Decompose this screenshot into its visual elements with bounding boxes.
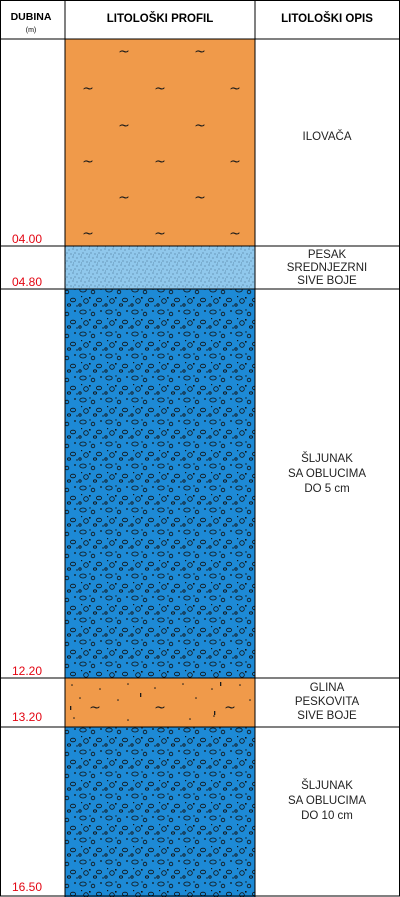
svg-text:~: ~ [229, 154, 241, 170]
svg-text:~: ~ [194, 190, 206, 206]
description-line: ŠLJUNAK [301, 452, 353, 465]
svg-text:~: ~ [82, 81, 94, 97]
svg-text:~: ~ [82, 154, 94, 170]
table-header: DUBINA (m) LITOLOŠKI PROFIL LITOLOŠKI OP… [11, 11, 374, 34]
layer-gravel-fill [65, 289, 255, 678]
depth-labels: 04.00 04.80 12.20 13.20 16.50 [12, 232, 42, 894]
svg-text:~: ~ [154, 81, 166, 97]
depth-label: 16.50 [12, 880, 42, 894]
depth-unit-label: (m) [26, 27, 37, 34]
svg-text:~: ~ [118, 118, 130, 134]
description-line: SIVE BOJE [297, 275, 357, 287]
svg-text:~: ~ [89, 700, 101, 716]
description-line: PESAK [308, 249, 347, 261]
svg-text:~: ~ [154, 700, 166, 716]
sandy-clay-symbols: ~ ~ ~ [70, 682, 251, 721]
description-line: SREDNJEZRNI [287, 262, 368, 274]
layer-sand-fill [65, 246, 255, 289]
svg-text:~: ~ [229, 81, 241, 97]
svg-text:~: ~ [154, 226, 166, 242]
layer-descriptions: ILOVAČA PESAK SREDNJEZRNI SIVE BOJE ŠLJU… [287, 130, 368, 822]
description-line: SA OBLUCIMA [288, 795, 366, 807]
description-line: SA OBLUCIMA [288, 468, 366, 480]
description-column-title: LITOLOŠKI OPIS [281, 12, 373, 25]
description-line: ILOVAČA [303, 130, 352, 143]
description-line: ŠLJUNAK [301, 779, 353, 792]
description-line: DO 5 cm [304, 483, 349, 495]
description-line: GLINA [310, 682, 345, 694]
layer-fills [65, 39, 255, 897]
depth-label: 04.80 [12, 275, 42, 289]
profile-column-title: LITOLOŠKI PROFIL [107, 12, 213, 25]
description-line: SIVE BOJE [297, 710, 357, 722]
svg-text:~: ~ [229, 226, 241, 242]
svg-text:~: ~ [118, 44, 130, 60]
svg-text:~: ~ [154, 154, 166, 170]
layer-sandy-clay-fill [65, 678, 255, 727]
svg-text:~: ~ [194, 44, 206, 60]
depth-column-title: DUBINA [11, 11, 52, 23]
depth-label: 04.00 [12, 232, 42, 246]
layer-gravel-2-fill [65, 727, 255, 897]
svg-text:~: ~ [82, 226, 94, 242]
description-line: DO 10 cm [301, 810, 353, 822]
depth-label: 12.20 [12, 664, 42, 678]
layer-clay-fill [65, 39, 255, 246]
description-line: PESKOVITA [295, 696, 360, 708]
clay-symbols: ~ ~ ~ ~ ~ ~ ~ ~ ~ ~ ~ ~ ~ ~ ~ [82, 44, 241, 242]
depth-label: 13.20 [12, 710, 42, 724]
svg-text:~: ~ [224, 700, 236, 716]
svg-text:~: ~ [194, 118, 206, 134]
svg-text:~: ~ [118, 190, 130, 206]
